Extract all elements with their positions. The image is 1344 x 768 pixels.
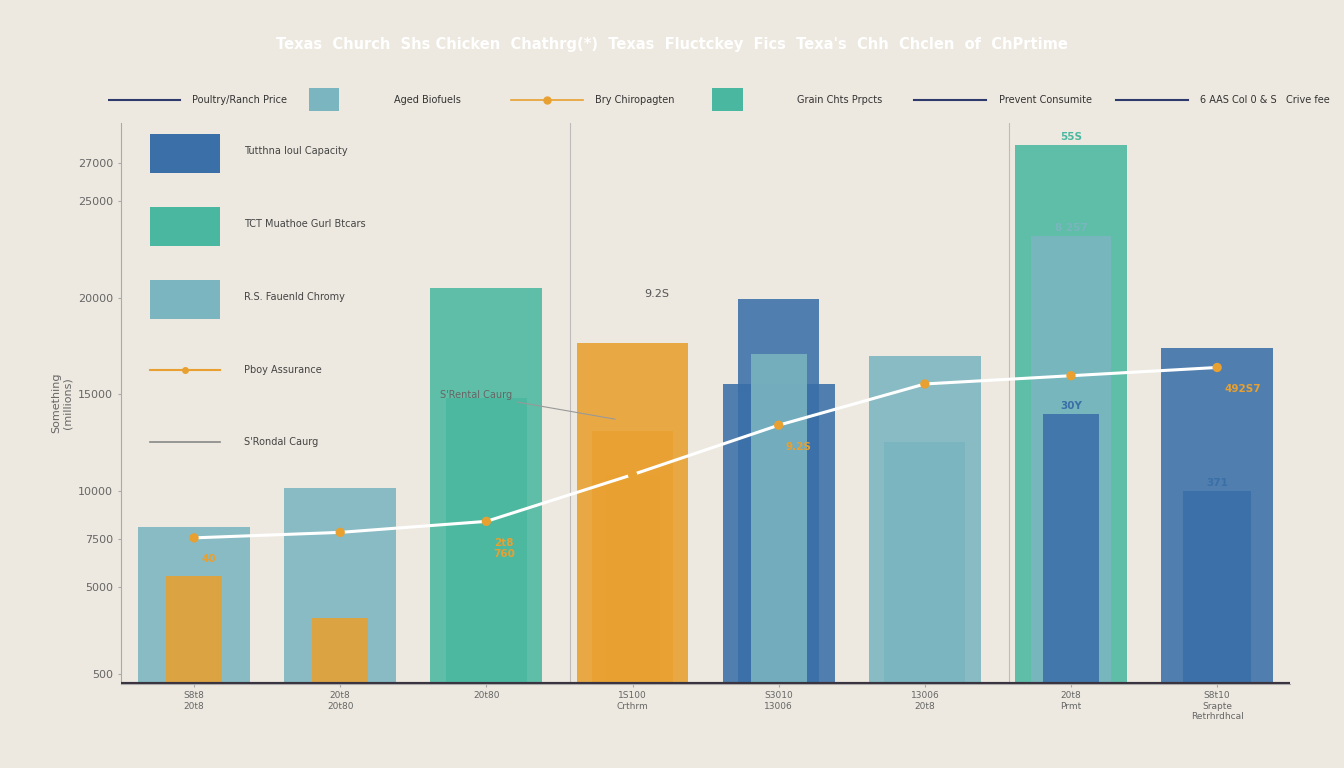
Text: 8 257: 8 257 <box>1055 223 1087 233</box>
Point <box>1060 369 1082 382</box>
Bar <box>738 299 818 684</box>
Point <box>622 468 644 481</box>
Bar <box>1183 492 1251 684</box>
Bar <box>723 384 835 684</box>
Text: 9.2S: 9.2S <box>644 289 669 299</box>
Bar <box>884 442 965 684</box>
Text: 30Y: 30Y <box>1060 402 1082 412</box>
Point <box>767 419 789 432</box>
Text: 9.2S: 9.2S <box>786 442 812 452</box>
Text: Pboy Assurance: Pboy Assurance <box>243 365 321 375</box>
Bar <box>151 134 220 174</box>
Text: Aged Biofuels: Aged Biofuels <box>394 94 461 105</box>
Point <box>1207 361 1228 373</box>
Bar <box>751 354 806 684</box>
Point <box>914 378 935 390</box>
Text: Prevent Consumite: Prevent Consumite <box>999 94 1091 105</box>
Text: 2t8
760: 2t8 760 <box>493 538 516 559</box>
Text: 6 AAS Col 0 & S   Crive fee: 6 AAS Col 0 & S Crive fee <box>1200 94 1331 105</box>
Bar <box>577 343 688 684</box>
Text: Bry Chiropagten: Bry Chiropagten <box>595 94 675 105</box>
Text: 55S: 55S <box>1060 132 1082 142</box>
Text: TCT Muathoe Gurl Btcars: TCT Muathoe Gurl Btcars <box>243 219 366 229</box>
Bar <box>312 617 368 684</box>
Bar <box>138 527 250 684</box>
Bar <box>1161 348 1273 684</box>
Bar <box>1031 236 1111 684</box>
Bar <box>870 356 981 684</box>
Bar <box>151 280 220 319</box>
Bar <box>430 288 542 684</box>
Text: S'Rondal Caurg: S'Rondal Caurg <box>243 438 319 448</box>
Point <box>183 531 204 544</box>
Bar <box>151 207 220 247</box>
Bar <box>446 398 527 684</box>
Bar <box>309 88 339 111</box>
Text: 492S7: 492S7 <box>1224 384 1261 394</box>
Bar <box>605 475 660 684</box>
Text: Grain Chts Prpcts: Grain Chts Prpcts <box>797 94 882 105</box>
Bar <box>593 431 673 684</box>
Text: 2t8S: 2t8S <box>737 385 763 395</box>
Y-axis label: Something
(millions): Something (millions) <box>51 373 73 433</box>
Text: 40: 40 <box>202 554 216 564</box>
Text: 371: 371 <box>1206 478 1228 488</box>
Text: Texas  Church  Shs Chicken  Chathrg(*)  Texas  Fluctckey  Fics  Texa's  Chh  Chc: Texas Church Shs Chicken Chathrg(*) Texa… <box>276 37 1068 52</box>
Bar <box>285 488 396 684</box>
Text: R.S. Fauenld Chromy: R.S. Fauenld Chromy <box>243 292 344 302</box>
Point <box>476 515 497 528</box>
Text: Tutthna Ioul Capacity: Tutthna Ioul Capacity <box>243 146 347 156</box>
Point <box>329 526 351 538</box>
Text: S'Rental Caurg: S'Rental Caurg <box>439 389 616 419</box>
Text: Poultry/Ranch Price: Poultry/Ranch Price <box>192 94 288 105</box>
Bar <box>1043 414 1099 684</box>
Bar <box>1015 145 1126 684</box>
Text: 40
.30: 40 .30 <box>640 492 659 513</box>
Bar <box>167 576 222 684</box>
Bar <box>712 88 742 111</box>
